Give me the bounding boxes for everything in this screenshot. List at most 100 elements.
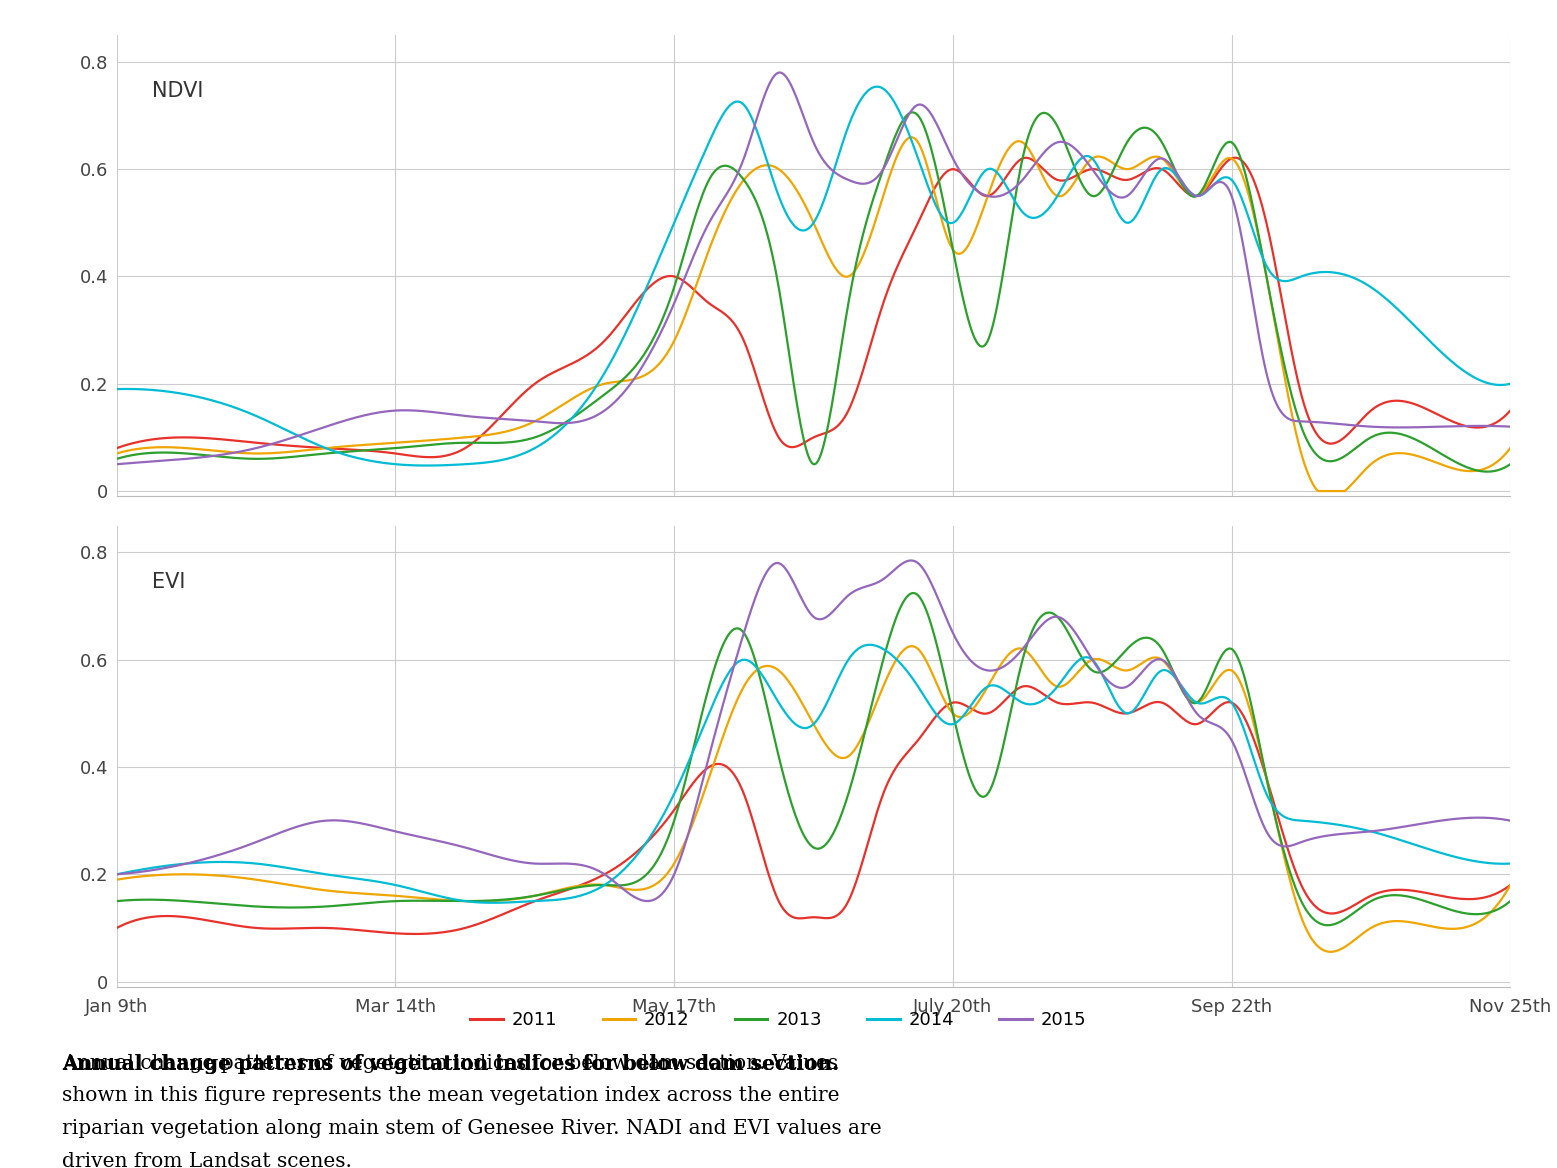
2012	[996, 651, 1015, 665]
2011	[1225, 151, 1244, 165]
2011	[919, 721, 937, 735]
2012	[1322, 945, 1341, 959]
2011	[1168, 707, 1186, 721]
2011	[919, 195, 937, 209]
2013	[1309, 450, 1328, 464]
Text: EVI: EVI	[151, 571, 185, 592]
Text: driven from Landsat scenes.: driven from Landsat scenes.	[62, 1152, 352, 1168]
2011	[107, 442, 126, 456]
2014	[1311, 815, 1330, 829]
2014	[417, 459, 436, 473]
2012	[1309, 940, 1328, 954]
2011	[422, 450, 441, 464]
2012	[1501, 442, 1520, 456]
2014	[107, 868, 126, 882]
2011	[954, 697, 973, 711]
2012	[193, 443, 212, 457]
2011	[996, 169, 1015, 183]
2015	[954, 171, 973, 185]
2012	[919, 161, 937, 175]
Text: Annual change patterns of vegetation indices for below dam section. Values: Annual change patterns of vegetation ind…	[62, 1054, 838, 1072]
2012	[954, 244, 973, 258]
2014	[107, 382, 126, 396]
2012	[903, 639, 922, 653]
2012	[996, 145, 1015, 159]
2015	[1168, 672, 1186, 686]
Text: shown in this figure represents the mean vegetation index across the entire: shown in this figure represents the mean…	[62, 1086, 839, 1105]
2012	[107, 872, 126, 887]
2013	[905, 586, 923, 600]
2015	[193, 450, 212, 464]
2013	[919, 607, 937, 621]
2012	[193, 868, 212, 882]
2014	[1168, 169, 1186, 183]
2011	[996, 691, 1015, 705]
2014	[1311, 265, 1330, 279]
2013	[1317, 918, 1336, 932]
2013	[1166, 669, 1185, 683]
2015	[1309, 415, 1328, 429]
2013	[954, 752, 973, 766]
2012	[919, 656, 937, 670]
Line: 2013: 2013	[117, 593, 1510, 925]
2015	[920, 572, 939, 586]
2012	[107, 446, 126, 460]
2012	[1311, 484, 1330, 498]
2015	[958, 648, 976, 662]
Text: Annual change patterns of vegetation indices for below dam section. Values: Annual change patterns of vegetation ind…	[62, 1054, 838, 1072]
2011	[193, 912, 212, 926]
2013	[193, 896, 212, 910]
2015	[919, 103, 937, 117]
Line: 2012: 2012	[117, 138, 1510, 491]
2015	[1166, 165, 1185, 179]
Line: 2013: 2013	[117, 112, 1510, 472]
2015	[1501, 814, 1520, 828]
2013	[996, 246, 1015, 260]
2013	[1309, 916, 1328, 930]
2015	[902, 554, 920, 568]
2014	[484, 896, 503, 910]
2013	[903, 105, 922, 119]
Line: 2014: 2014	[117, 86, 1510, 466]
2015	[1501, 419, 1520, 433]
2013	[1501, 457, 1520, 471]
2013	[954, 298, 973, 312]
2013	[1501, 895, 1520, 909]
2015	[638, 894, 657, 908]
2014	[193, 855, 212, 869]
2014	[1501, 856, 1520, 870]
2011	[1017, 679, 1035, 693]
2011	[1311, 431, 1330, 445]
2011	[954, 169, 973, 183]
Line: 2011: 2011	[117, 158, 1510, 457]
Line: 2015: 2015	[117, 561, 1510, 901]
2012	[903, 131, 922, 145]
2011	[1166, 174, 1185, 188]
Line: 2012: 2012	[117, 646, 1510, 952]
2013	[1166, 164, 1185, 178]
2015	[998, 656, 1017, 670]
2014	[920, 697, 939, 711]
Text: riparian vegetation along main stem of Genesee River. NADI and EVI values are: riparian vegetation along main stem of G…	[62, 1119, 881, 1138]
2014	[920, 183, 939, 197]
2014	[958, 705, 976, 719]
2011	[107, 920, 126, 934]
Text: Annual change patterns of vegetation indices for below dam section.: Annual change patterns of vegetation ind…	[62, 1054, 839, 1073]
2012	[1166, 168, 1185, 182]
2011	[1311, 903, 1330, 917]
2013	[193, 447, 212, 461]
2014	[1501, 377, 1520, 391]
2014	[958, 197, 976, 211]
2014	[867, 79, 886, 93]
2014	[998, 686, 1017, 700]
2014	[193, 391, 212, 405]
2013	[107, 452, 126, 466]
2013	[919, 130, 937, 144]
2013	[1478, 465, 1496, 479]
2015	[996, 187, 1015, 201]
2013	[996, 725, 1015, 739]
2014	[998, 182, 1017, 196]
2011	[1501, 878, 1520, 892]
2015	[193, 853, 212, 867]
2011	[193, 431, 212, 445]
